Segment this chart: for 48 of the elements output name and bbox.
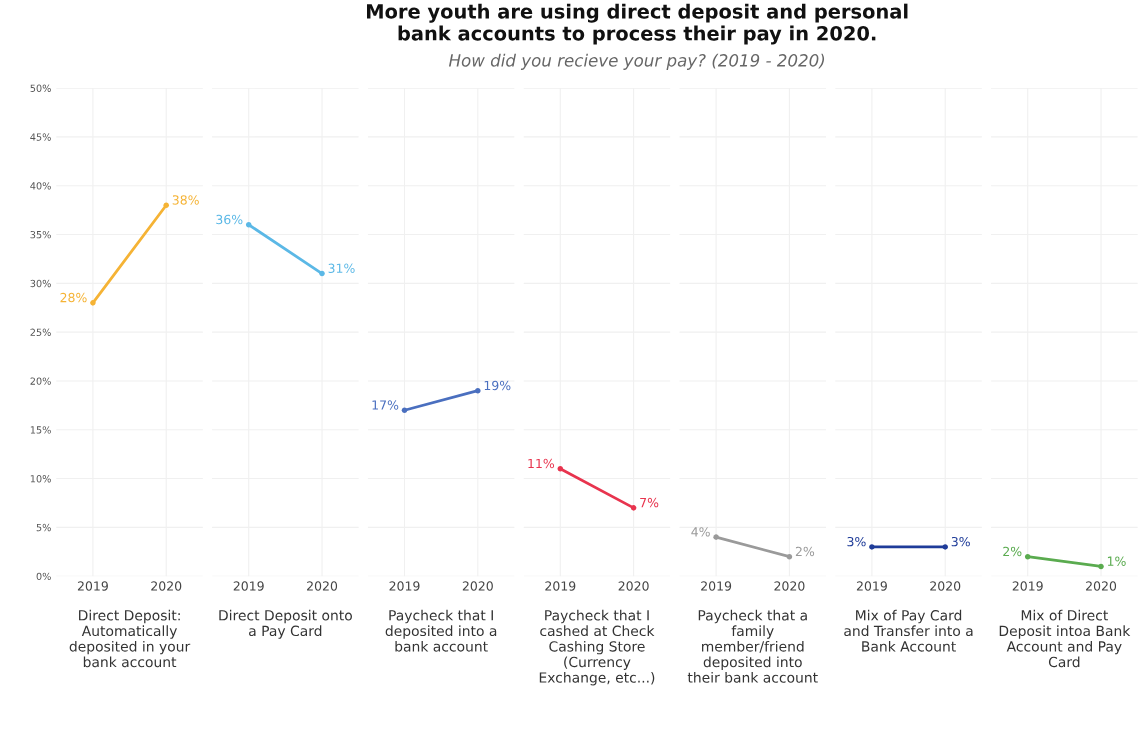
x-tick-label: 2020	[462, 581, 493, 591]
data-label: 2%	[1003, 546, 1022, 557]
x-tick-label: 2020	[618, 581, 649, 591]
x-tick-label: 2020	[1086, 581, 1117, 591]
data-label: 36%	[216, 214, 243, 225]
y-tick-label: 30%	[30, 279, 51, 288]
x-tick-label: 2019	[856, 581, 887, 591]
x-axis-title: Paycheck that a family member/friend deposited into their bank account	[687, 609, 818, 683]
data-label: 3%	[951, 536, 970, 547]
data-label: 19%	[484, 380, 511, 391]
data-label: 2%	[795, 546, 815, 557]
y-tick-label: 5%	[36, 523, 51, 532]
data-label: 28%	[60, 292, 87, 303]
y-tick-label: 45%	[30, 133, 51, 141]
data-label: 17%	[372, 400, 399, 410]
text: More youth are using direct deposit and personal bank accounts to process their pay in 2020.	[367, 3, 908, 45]
x-tick-label: 2019	[701, 581, 732, 591]
x-tick-label: 2019	[389, 581, 420, 591]
y-tick-label: 10%	[30, 475, 51, 483]
y-tick-label: 25%	[30, 328, 51, 336]
x-axis-title: Direct Deposit onto a Pay Card	[219, 609, 352, 639]
x-tick-label: 2020	[151, 581, 182, 591]
text: How did you recieve your pay? (2019 - 2020)	[448, 53, 825, 70]
x-axis-title: Mix of Direct Deposit intoa Bank Account and Pay Card	[999, 609, 1131, 668]
data-label: 4%	[691, 527, 710, 537]
y-tick-label: 15%	[30, 426, 51, 434]
x-axis-title: Paycheck that I deposited into a bank account	[385, 609, 497, 652]
x-axis-title: Paycheck that I cashed at Check Cashing Store (Currency Exchange, etc...)	[539, 609, 655, 686]
data-label: 31%	[328, 263, 355, 274]
data-label: 11%	[528, 458, 555, 469]
y-tick-label: 0%	[36, 572, 51, 581]
data-label: 38%	[172, 195, 199, 205]
x-tick-label: 2019	[545, 581, 576, 591]
x-tick-label: 2019	[1012, 581, 1043, 591]
x-axis-title: Direct Deposit: Automatically deposited in your bank account	[69, 609, 191, 668]
x-tick-label: 2019	[77, 581, 108, 591]
x-tick-label: 2019	[233, 581, 264, 591]
y-tick-label: 40%	[30, 182, 51, 190]
x-tick-label: 2020	[774, 581, 805, 591]
data-label: 7%	[640, 497, 659, 508]
x-axis-title: Mix of Pay Card and Transfer into a Bank Account	[844, 609, 973, 652]
data-label: 1%	[1107, 556, 1126, 566]
x-tick-label: 2020	[930, 581, 961, 591]
y-tick-label: 50%	[30, 84, 51, 92]
data-label: 3%	[847, 536, 866, 547]
x-tick-label: 2020	[307, 581, 338, 591]
y-tick-label: 35%	[30, 230, 51, 239]
y-tick-label: 20%	[30, 377, 51, 385]
